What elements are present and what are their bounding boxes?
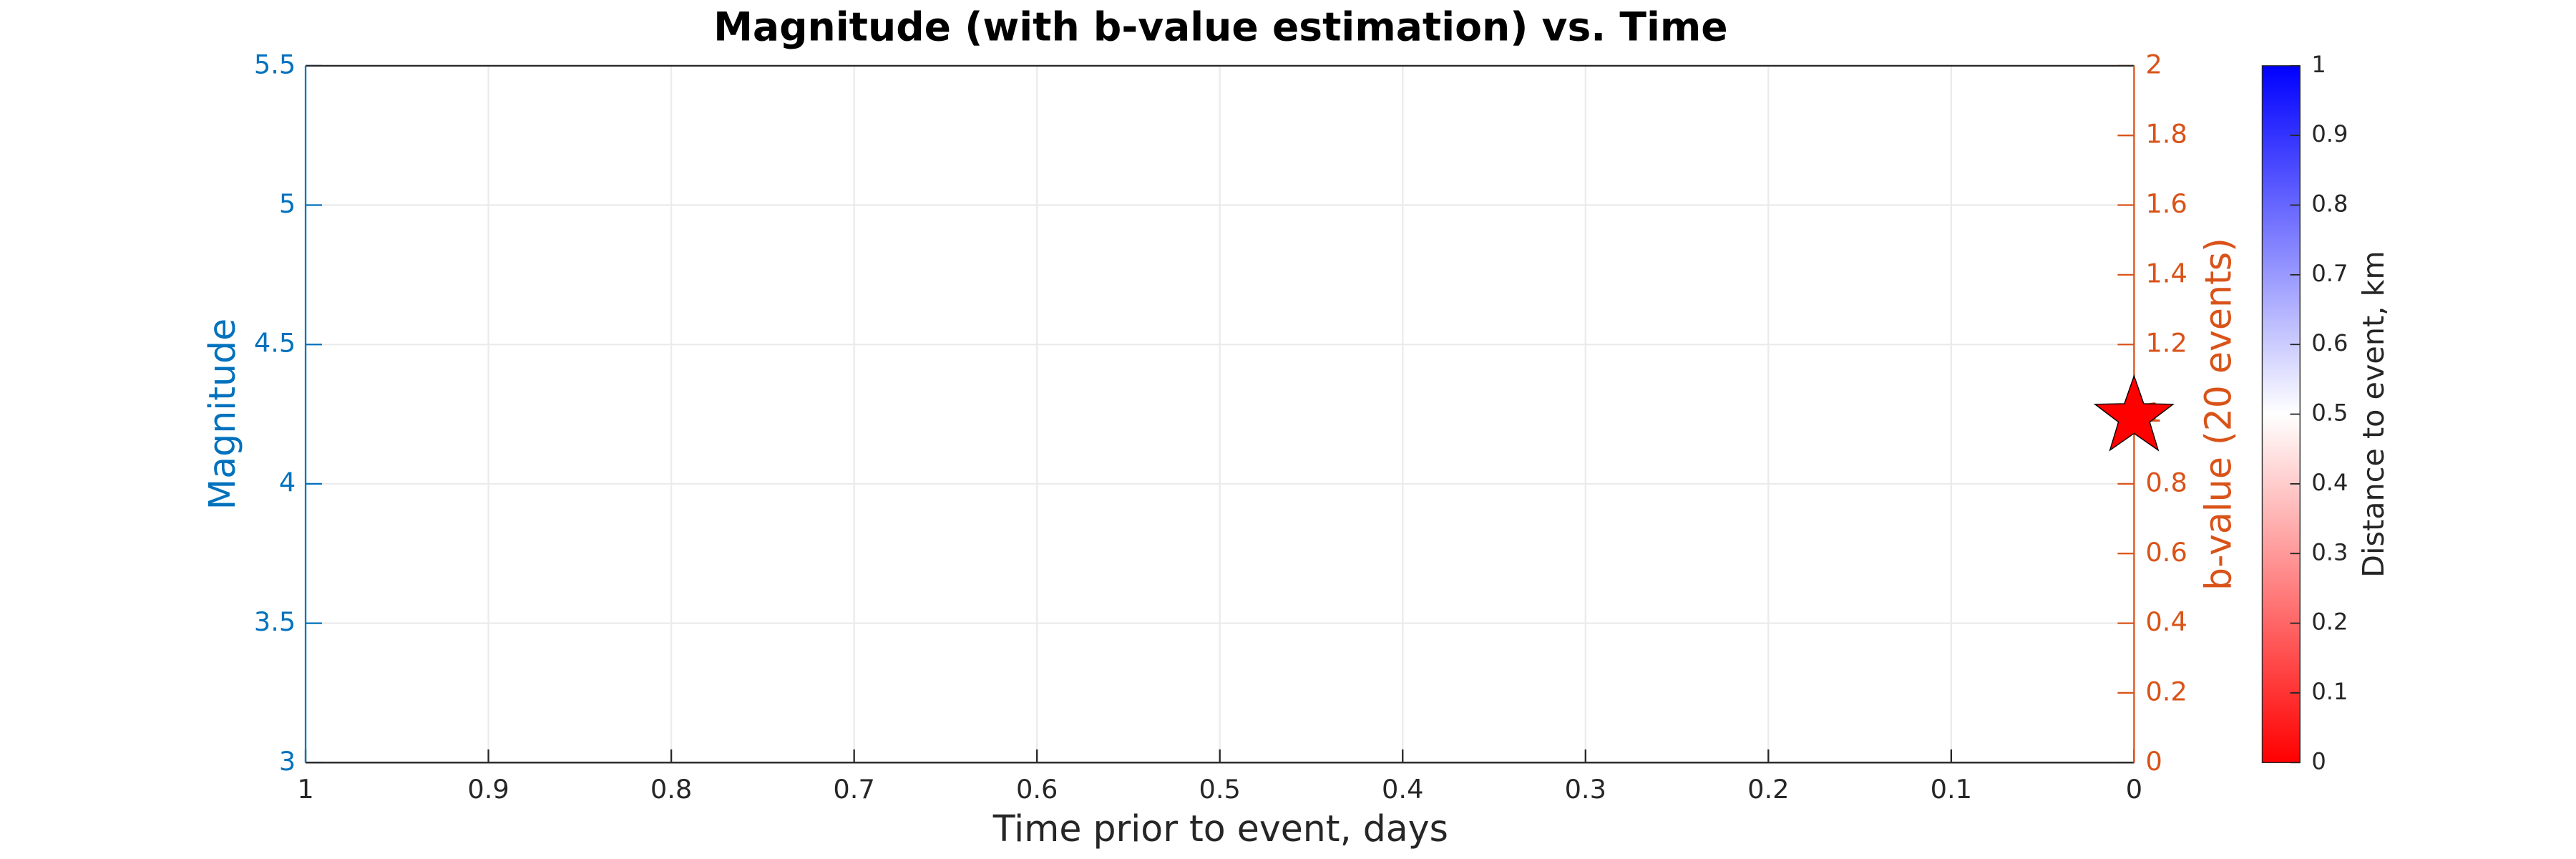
chart-title: Magnitude (with b-value estimation) vs. …	[713, 4, 1728, 49]
colorbar-tick-label: 0.6	[2311, 329, 2348, 356]
y2-tick-label: 0.2	[2145, 676, 2187, 707]
colorbar-tick-label: 0.7	[2311, 260, 2348, 287]
x-tick-label: 0.8	[650, 774, 692, 805]
y2-tick-label: 1.8	[2145, 119, 2187, 150]
y2-tick-label: 1.4	[2145, 258, 2187, 288]
y2-tick-label: 0	[2145, 746, 2162, 777]
colorbar-label: Distance to event, km	[2356, 251, 2391, 577]
colorbar-tick-label: 0.1	[2311, 678, 2348, 705]
colorbar-tick-label: 0.8	[2311, 190, 2348, 218]
x-tick-label: 0.7	[833, 774, 874, 805]
y-tick-label: 5.5	[254, 49, 296, 79]
star-marker	[2093, 374, 2175, 452]
colorbar-tick-label: 1	[2311, 51, 2326, 78]
colorbar-tick-label: 0.4	[2311, 469, 2348, 496]
y2-axis-label: b-value (20 events)	[2197, 238, 2240, 591]
colorbar-tick-label: 0.9	[2311, 120, 2348, 147]
y-tick-label: 4.5	[254, 328, 296, 359]
colorbar-tick-label: 0.2	[2311, 608, 2348, 636]
x-tick-label: 0.5	[1199, 774, 1241, 805]
colorbar-tick-label: 0	[2311, 747, 2326, 775]
y2-tick-label: 1.2	[2145, 328, 2187, 359]
y2-tick-label: 1.6	[2145, 188, 2187, 219]
colorbar-tick-label: 0.3	[2311, 538, 2348, 566]
x-tick-label: 0.9	[467, 774, 509, 805]
x-tick-label: 1	[297, 774, 313, 805]
y-axis-label: Magnitude	[201, 319, 243, 510]
y2-tick-label: 0.6	[2145, 537, 2187, 568]
y-tick-label: 3.5	[254, 606, 296, 637]
x-tick-label: 0.2	[1747, 774, 1789, 805]
x-tick-label: 0.3	[1565, 774, 1606, 805]
x-tick-label: 0.6	[1016, 774, 1058, 805]
x-tick-label: 0.1	[1931, 774, 1972, 805]
y2-tick-label: 0.8	[2145, 467, 2187, 498]
x-tick-label: 0.4	[1382, 774, 1423, 805]
x-tick-label: 0	[2126, 774, 2142, 805]
y-tick-label: 5	[279, 188, 296, 219]
y-tick-label: 4	[279, 467, 296, 498]
y2-tick-label: 0.4	[2145, 606, 2187, 637]
y-tick-label: 3	[279, 746, 296, 777]
x-axis-label: Time prior to event, days	[992, 807, 1448, 850]
colorbar-tick-label: 0.5	[2311, 399, 2348, 427]
y2-tick-label: 2	[2145, 49, 2162, 79]
